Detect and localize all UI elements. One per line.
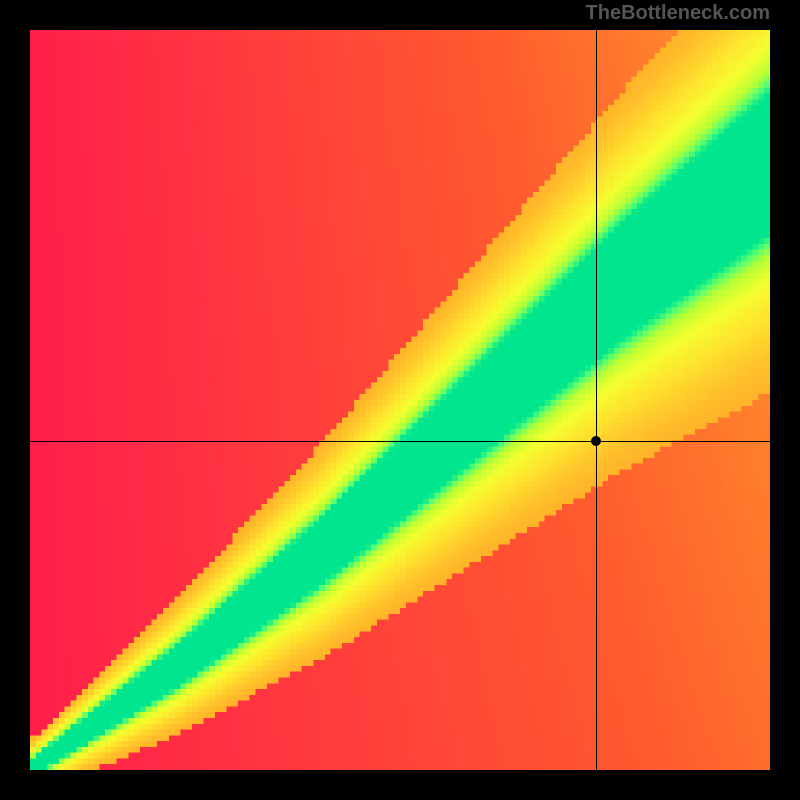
root-container: TheBottleneck.com <box>0 0 800 800</box>
heatmap-canvas <box>30 30 770 770</box>
crosshair-marker <box>591 436 601 446</box>
crosshair-horizontal <box>30 441 770 442</box>
watermark-text: TheBottleneck.com <box>586 2 770 25</box>
crosshair-vertical <box>596 30 597 770</box>
heatmap-plot-area <box>30 30 770 770</box>
